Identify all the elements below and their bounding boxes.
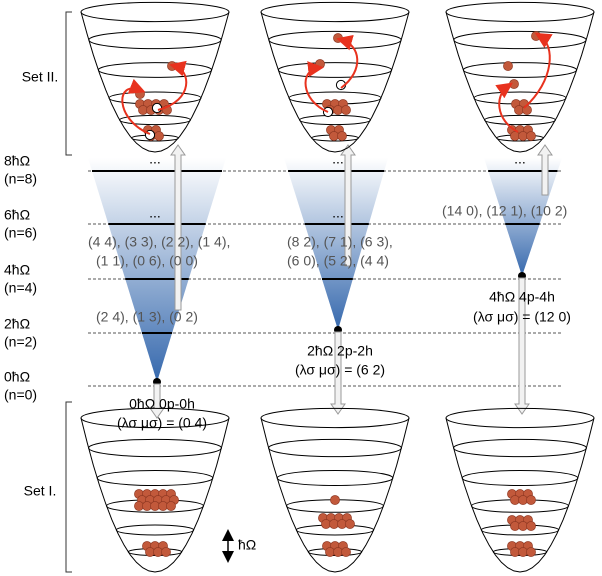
nucleon [531, 31, 541, 41]
bracket [65, 401, 72, 573]
irrep: (λσ μσ) = (0 4) [117, 415, 207, 431]
nucleon [135, 89, 145, 99]
transition-arrow [340, 144, 356, 267]
ellipsis: ... [514, 151, 526, 167]
bowl-ring [119, 114, 191, 126]
excitation: 2ħΩ 2p-2h [307, 343, 373, 359]
level-n: (n=2) [4, 334, 37, 350]
bowl-ring [88, 438, 222, 458]
nucleon [526, 521, 536, 531]
bowl-ring [276, 469, 394, 487]
ellipsis: ... [332, 151, 344, 167]
bowl [260, 11, 410, 153]
nucleon [503, 61, 513, 71]
nucleon [526, 131, 536, 141]
level-n: (n=6) [4, 225, 37, 241]
nucleon [154, 131, 164, 141]
nucleon [341, 547, 351, 557]
triangle [88, 158, 226, 382]
ellipsis: ... [332, 205, 344, 221]
transition-arrow [537, 144, 553, 196]
nucleon [330, 495, 340, 505]
level-energy: 8ħΩ [4, 153, 30, 169]
nucleon [333, 33, 343, 43]
bowl [260, 417, 410, 573]
nucleon [522, 105, 532, 115]
bowl-ring [80, 407, 230, 429]
nucleon [509, 79, 519, 89]
level-energy: 4ħΩ [4, 262, 30, 278]
bowl-ring [484, 114, 556, 126]
nucleon [166, 501, 176, 511]
bowl [445, 417, 595, 573]
irrep: (λσ μσ) = (12 0) [473, 309, 571, 325]
hole [151, 102, 163, 114]
bowl-ring [88, 30, 222, 50]
bowl-ring [96, 469, 214, 487]
state-list: (4 4), (3 3), (2 2), (1 4), [88, 234, 230, 250]
bowl-ring [453, 438, 587, 458]
state-list: (1 1), (0 6), (0 0) [96, 253, 198, 269]
ellipsis: ... [149, 151, 161, 167]
state-list: (8 2), (7 1), (6 3), [287, 234, 393, 250]
bowl-ring [268, 438, 402, 458]
nucleon [337, 131, 347, 141]
irrep: (λσ μσ) = (6 2) [295, 362, 385, 378]
level-n: (n=8) [4, 171, 37, 187]
bowl-ring [260, 407, 410, 429]
set-label: Set I. [24, 483, 57, 499]
state-list: (2 4), (1 3), (0 2) [96, 309, 198, 325]
bowl-ring [80, 1, 230, 23]
level-energy: 0ħΩ [4, 369, 30, 385]
excitation-arrow [336, 34, 359, 89]
bowl-ring [445, 1, 595, 23]
excitation-arrow [121, 78, 151, 135]
level-energy: 6ħΩ [4, 207, 30, 223]
nucleon [526, 495, 536, 505]
bowl-ring [277, 62, 393, 78]
shapes [65, 1, 595, 573]
excitation-arrow [304, 61, 329, 113]
nucleon [341, 105, 351, 115]
excitation: 0ħΩ 0p-0h [129, 396, 195, 412]
state-list: (14 0), (12 1), (10 2) [442, 203, 567, 219]
bowl [445, 11, 595, 153]
transition-arrow [170, 144, 186, 311]
bowl-ring [260, 1, 410, 23]
bracket [65, 11, 72, 156]
triangle [284, 158, 388, 330]
bowl-ring [268, 30, 402, 50]
transition-arrow [514, 277, 530, 415]
level-n: (n=4) [4, 280, 37, 296]
bowl-ring [462, 62, 578, 78]
bowl-ring [445, 407, 595, 429]
bowl-ring [461, 469, 579, 487]
excitation-arrow [523, 32, 553, 109]
bowl-ring [97, 62, 213, 78]
labels: Set II. Set I. 8ħΩ (n=8) 6ħΩ (n=6) 4ħΩ (… [4, 69, 571, 553]
excitation-arrow [157, 60, 188, 111]
bowl [80, 11, 230, 153]
excitation: 4ħΩ 4p-4h [489, 289, 555, 305]
level-n: (n=0) [4, 387, 37, 403]
bowl-ring [453, 30, 587, 50]
spacing-label: ħΩ [238, 537, 256, 553]
nucleon [161, 547, 171, 557]
ellipsis: ... [149, 205, 161, 221]
set-label: Set II. [22, 69, 59, 85]
nucleon [345, 519, 355, 529]
nucleon [526, 547, 536, 557]
bowl-ring [299, 114, 371, 126]
state-list: (6 0), (5 2), (4 4) [287, 253, 389, 269]
bowl [80, 417, 230, 573]
excitation-arrow [495, 82, 519, 133]
transition-arrow [330, 331, 346, 415]
level-energy: 2ħΩ [4, 316, 30, 332]
bowl-ring [115, 524, 195, 536]
